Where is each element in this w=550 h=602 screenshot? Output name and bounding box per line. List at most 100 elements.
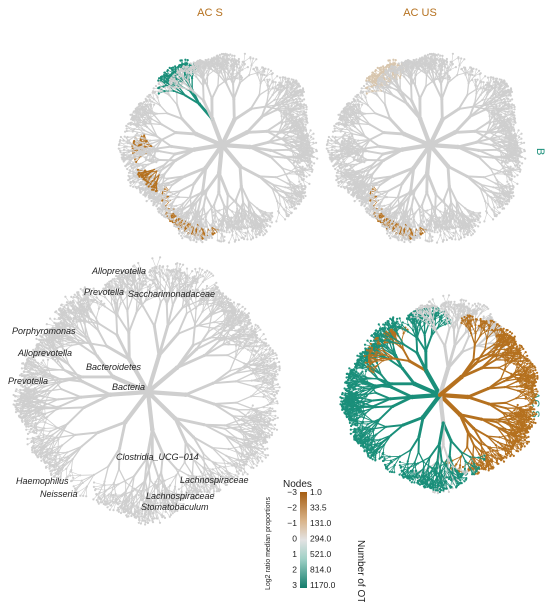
tree-node (302, 106, 305, 110)
tree-node (208, 235, 211, 238)
tree-node (278, 81, 281, 84)
tree-node (300, 132, 303, 135)
tree-node (229, 53, 232, 56)
tree-node (297, 200, 300, 203)
tree-node (162, 201, 165, 204)
tree-node (134, 142, 137, 145)
tree-node (270, 73, 273, 76)
tree-node (129, 184, 132, 187)
tree-node (172, 222, 176, 225)
tree-edge (245, 129, 269, 134)
tree-node (184, 215, 187, 218)
tree-node (196, 59, 200, 63)
tree-node (520, 150, 523, 154)
tree-node (125, 129, 128, 133)
tree-edge (309, 142, 317, 147)
tree-node (295, 115, 298, 119)
tree-node (298, 161, 301, 164)
tree-node (294, 92, 298, 96)
tree-node (127, 122, 130, 126)
tree-node (306, 139, 309, 142)
tree-node (286, 81, 289, 84)
tree-node (142, 178, 145, 181)
tree-node (208, 60, 211, 63)
tree-node (213, 63, 217, 66)
tree-node (225, 62, 228, 65)
tree-node (153, 103, 156, 106)
tree-node (150, 199, 153, 203)
tree-node (266, 78, 269, 81)
tree-edge (267, 141, 284, 146)
tree-node (138, 174, 141, 177)
tree-node (263, 232, 267, 235)
tree-node (214, 57, 218, 60)
tree-node (147, 196, 150, 199)
tree-node (301, 123, 305, 126)
tree-node (231, 57, 234, 60)
tree-node (270, 221, 273, 224)
tree-node (216, 239, 219, 242)
tree-node (316, 157, 319, 160)
tree-node (189, 62, 192, 65)
tree-edge (217, 191, 225, 207)
tree-edge (219, 142, 243, 169)
tree-node (311, 155, 314, 158)
tree-node (269, 219, 272, 222)
tree-node (301, 190, 304, 193)
tree-node (299, 118, 303, 122)
tree-node (309, 166, 313, 169)
tree-edge (213, 191, 220, 206)
tree-node (293, 88, 296, 91)
tree-node (168, 66, 171, 69)
tree-node (148, 158, 151, 161)
tree-node (157, 79, 160, 82)
tree-node (172, 75, 175, 78)
tree-node (227, 241, 231, 244)
panel-side-label-ac-s: AC S (529, 392, 541, 418)
tree-edge (257, 74, 262, 84)
tree-edge (278, 194, 281, 205)
tree-node (298, 202, 301, 205)
tree-edge (304, 164, 310, 171)
tree-node (146, 192, 149, 195)
tree-node (159, 75, 163, 79)
tree-node (303, 150, 306, 153)
tree-node (263, 78, 266, 82)
tree-node (189, 235, 192, 238)
tree-edge (258, 88, 270, 96)
tree-node (292, 99, 295, 102)
tree-node (286, 118, 289, 121)
tree-node (177, 229, 180, 232)
tree-node (304, 185, 307, 188)
tree-edge (258, 175, 277, 179)
tree-node (157, 82, 160, 85)
tree-node (152, 87, 155, 90)
tree-node (119, 139, 122, 142)
tree-node (138, 188, 142, 191)
tree-node (157, 207, 160, 210)
tree-node (178, 232, 181, 235)
tree-node (154, 84, 158, 88)
tree-edge (477, 148, 497, 152)
tree-node (306, 161, 310, 164)
tree-node (194, 63, 197, 67)
tree-node (118, 142, 121, 146)
tree-edge (210, 85, 219, 100)
tree-node (211, 60, 214, 64)
tree-node (223, 58, 226, 61)
tree-edge (232, 107, 253, 122)
tree-node (176, 221, 179, 224)
tree-node (256, 233, 259, 236)
tree-node (226, 53, 229, 56)
tree-node (147, 185, 150, 188)
tree-node (128, 177, 132, 180)
tree-node (306, 157, 309, 160)
tree-node (297, 94, 300, 97)
tree-node (291, 116, 294, 119)
tree-node (205, 238, 208, 241)
tree-node (132, 141, 135, 144)
tree-edge (287, 149, 301, 156)
tree-node (119, 135, 122, 139)
tree-node (126, 139, 129, 142)
tree-node (180, 67, 183, 70)
